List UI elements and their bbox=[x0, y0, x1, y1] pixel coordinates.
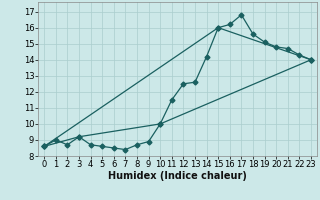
X-axis label: Humidex (Indice chaleur): Humidex (Indice chaleur) bbox=[108, 171, 247, 181]
